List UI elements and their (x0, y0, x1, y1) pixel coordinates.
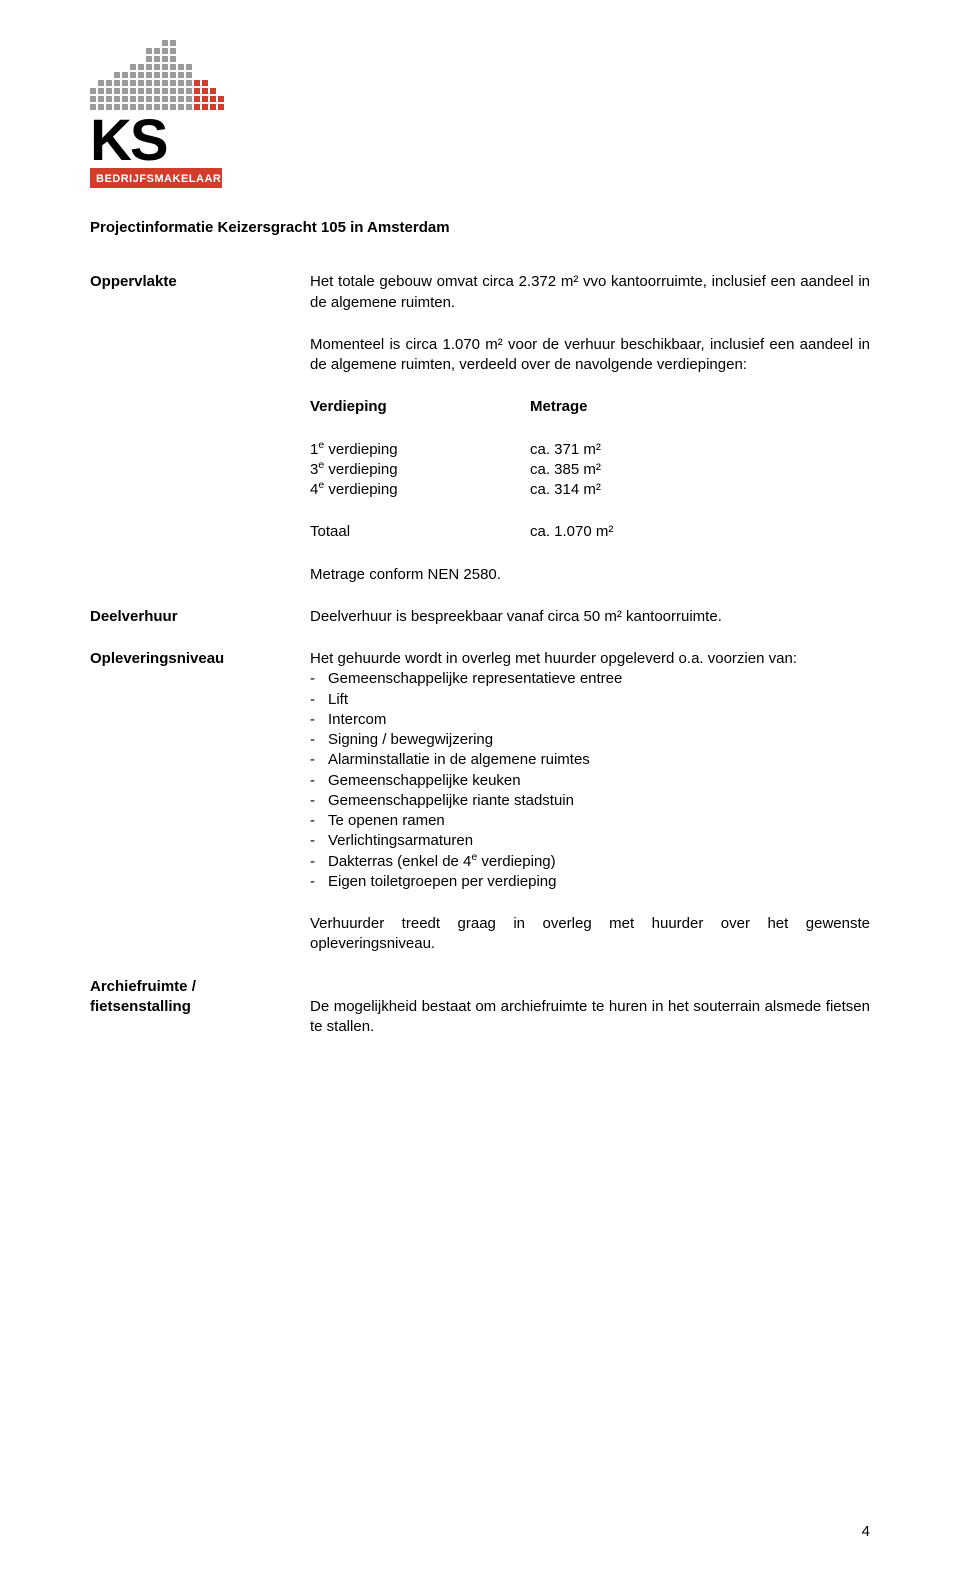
list-item: Intercom (310, 710, 870, 730)
project-title: Projectinformatie Keizersgracht 105 in A… (90, 218, 870, 238)
table-row: 4e verdieping ca. 314 m² (310, 480, 870, 500)
table-row: 1e verdieping ca. 371 m² (310, 440, 870, 460)
list-item: Te openen ramen (310, 811, 870, 831)
oppervlakte-para2: Momenteel is circa 1.070 m² voor de verh… (310, 335, 870, 376)
logo-banner-text: BEDRIJFSMAKELAARS (96, 173, 229, 185)
oppervlakte-intro: Het totale gebouw omvat circa 2.372 m² v… (310, 272, 870, 313)
list-item: Gemeenschappelijke riante stadstuin (310, 791, 870, 811)
label-deelverhuur: Deelverhuur (90, 607, 310, 627)
list-item: Eigen toiletgroepen per verdieping (310, 872, 870, 892)
oplevering-list: Gemeenschappelijke representatieve entre… (310, 669, 870, 892)
table-head-metrage: Metrage (530, 397, 870, 417)
ks-logo-svg: KS BEDRIJFSMAKELAARS (90, 40, 270, 190)
list-item: Verlichtingsarmaturen (310, 831, 870, 851)
list-item: Gemeenschappelijke representatieve entre… (310, 669, 870, 689)
total-label: Totaal (310, 522, 530, 542)
label-oppervlakte: Oppervlakte (90, 272, 310, 292)
logo-text: KS (90, 108, 167, 173)
total-value: ca. 1.070 m² (530, 522, 870, 542)
label-archief: Archiefruimte / fietsenstalling (90, 977, 310, 1018)
oplevering-intro: Het gehuurde wordt in overleg met huurde… (310, 649, 870, 669)
company-logo: KS BEDRIJFSMAKELAARS (90, 40, 870, 190)
table-row: 3e verdieping ca. 385 m² (310, 460, 870, 480)
list-item: Alarminstallatie in de algemene ruimtes (310, 750, 870, 770)
metrage-note: Metrage conform NEN 2580. (310, 565, 870, 585)
list-item: Signing / bewegwijzering (310, 730, 870, 750)
oplevering-outro: Verhuurder treedt graag in overleg met h… (310, 914, 870, 955)
label-oplevering: Opleveringsniveau (90, 649, 310, 669)
deelverhuur-text: Deelverhuur is bespreekbaar vanaf circa … (310, 607, 870, 627)
page-number: 4 (862, 1522, 870, 1542)
table-head-verdieping: Verdieping (310, 397, 530, 417)
list-item: Gemeenschappelijke keuken (310, 771, 870, 791)
list-item: Dakterras (enkel de 4e verdieping) (310, 852, 870, 872)
archief-text: De mogelijkheid bestaat om archiefruimte… (310, 977, 870, 1038)
list-item: Lift (310, 690, 870, 710)
